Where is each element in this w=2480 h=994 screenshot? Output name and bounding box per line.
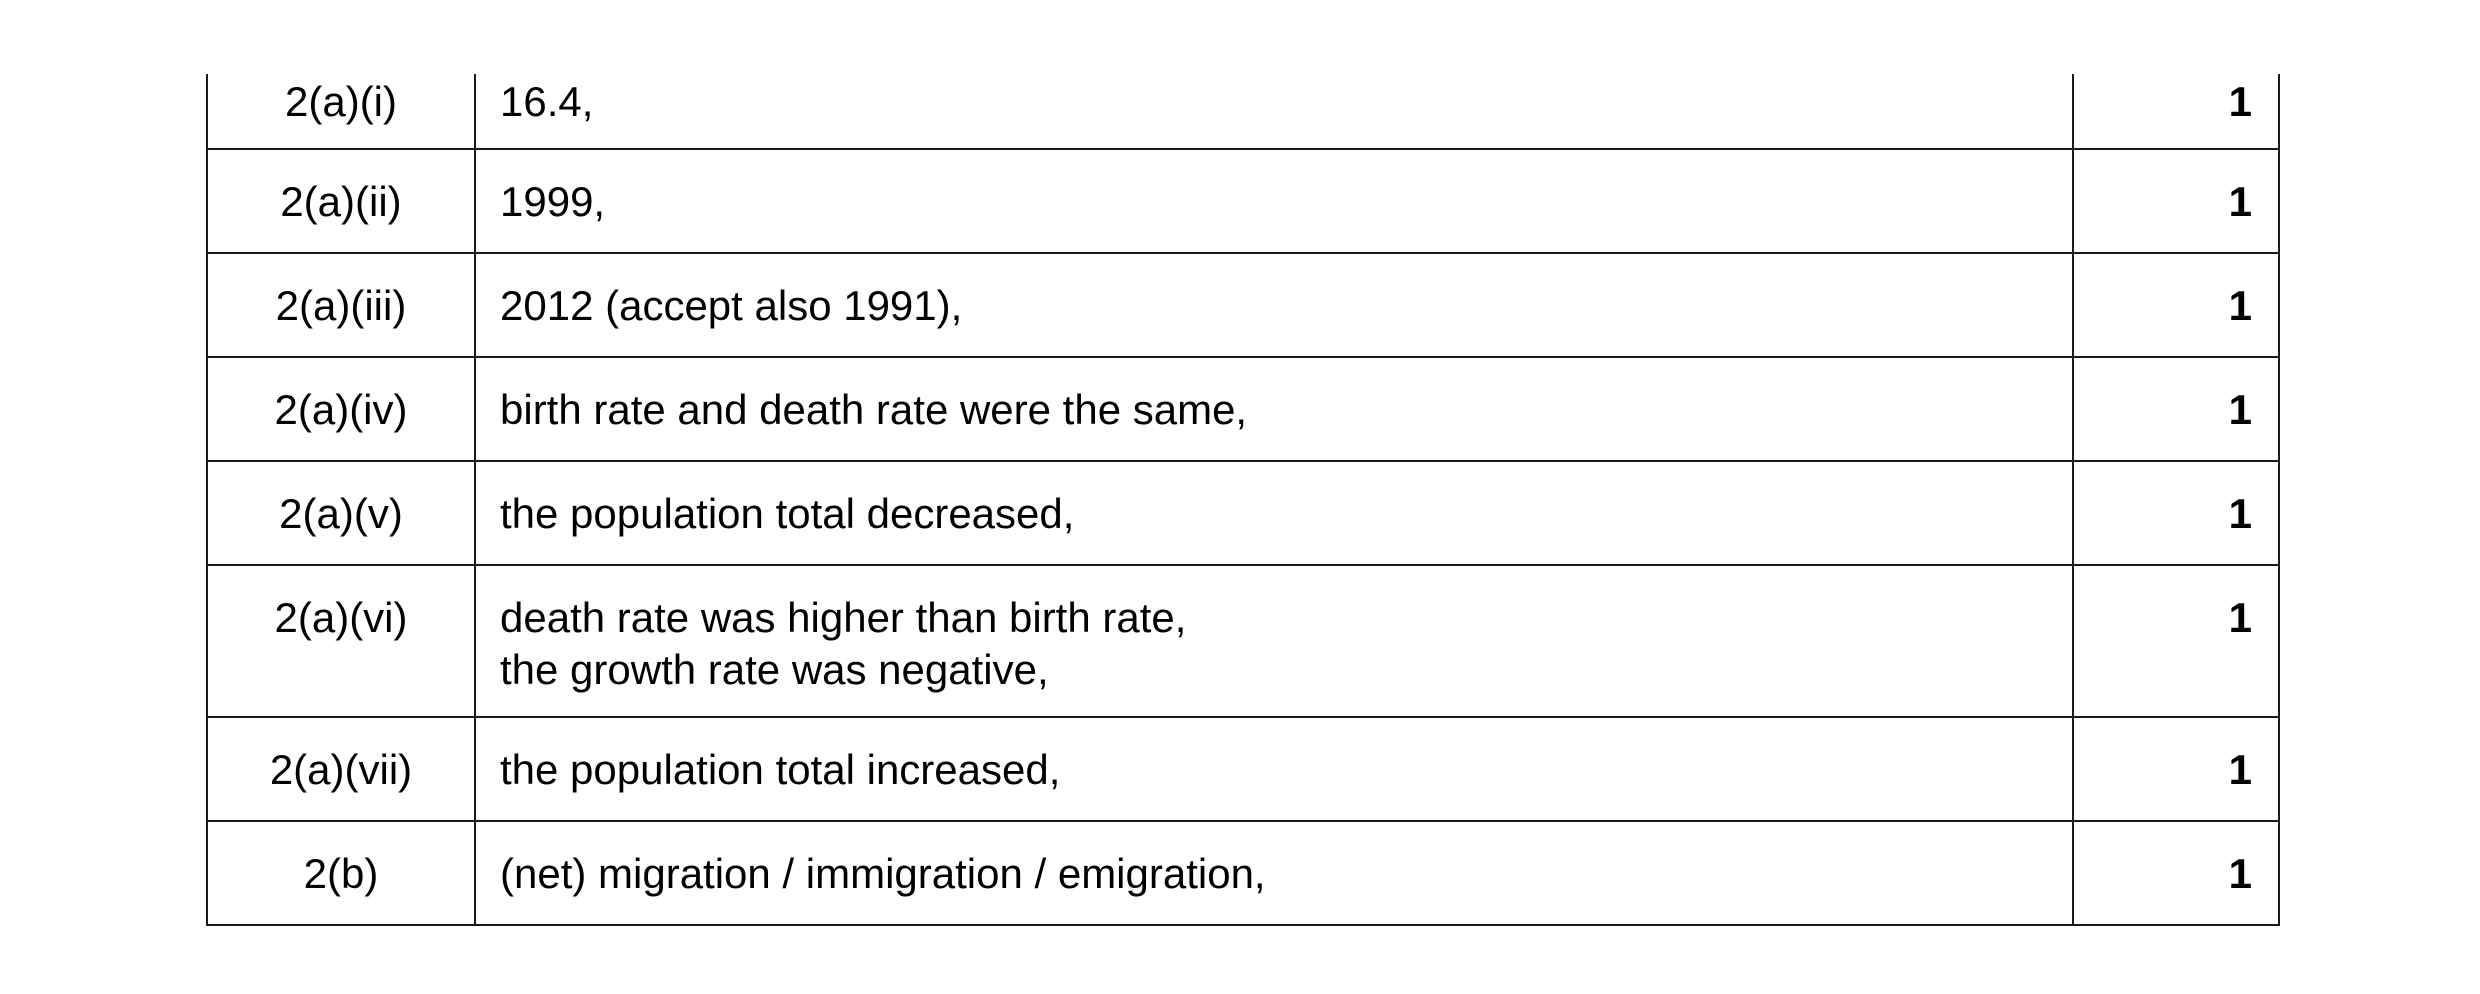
question-number-cell: 2(a)(vii) [206, 716, 476, 822]
answer-cell: death rate was higher than birth rate, th… [474, 564, 2074, 718]
question-number: 2(a)(vi) [274, 594, 408, 641]
answer-text: the growth rate was negative, [500, 646, 1049, 693]
marks-value: 1 [2228, 490, 2252, 537]
answer-cell: 16.4, [474, 74, 2074, 150]
marks-value: 1 [2228, 282, 2252, 329]
question-number: 2(a)(iv) [274, 386, 408, 433]
table-row: 2(a)(iii) 2012 (accept also 1991), 1 [206, 252, 2280, 358]
answer-cell: the population total increased, [474, 716, 2074, 822]
question-number: 2(a)(v) [279, 490, 403, 537]
table-row: 2(a)(iv) birth rate and death rate were … [206, 356, 2280, 462]
answer-cell: the population total decreased, [474, 460, 2074, 566]
question-number-cell: 2(a)(iv) [206, 356, 476, 462]
question-number-cell: 2(a)(vi) [206, 564, 476, 718]
answer-text: birth rate and death rate were the same, [500, 386, 1248, 433]
marks-cell: 1 [2072, 148, 2280, 254]
answer-text: the population total decreased, [500, 490, 1075, 537]
marks-cell: 1 [2072, 564, 2280, 718]
answer-text: 16.4, [500, 78, 594, 125]
answer-text: death rate was higher than birth rate, [500, 594, 1187, 641]
table-row: 2(a)(ii) 1999, 1 [206, 148, 2280, 254]
marks-value: 1 [2228, 746, 2252, 793]
marks-cell: 1 [2072, 74, 2280, 150]
question-number: 2(a)(iii) [275, 282, 407, 329]
answer-cell: birth rate and death rate were the same, [474, 356, 2074, 462]
marks-value: 1 [2228, 78, 2252, 125]
answer-cell: 2012 (accept also 1991), [474, 252, 2074, 358]
mark-scheme-table: 2(a)(i) 16.4, 1 2(a)(ii) 1999, 1 2(a)(ii… [206, 74, 2280, 926]
answer-cell: 1999, [474, 148, 2074, 254]
question-number-cell: 2(b) [206, 820, 476, 926]
question-number: 2(a)(i) [285, 78, 397, 125]
marks-cell: 1 [2072, 460, 2280, 566]
table-row: 2(a)(v) the population total decreased, … [206, 460, 2280, 566]
table-row: 2(a)(vii) the population total increased… [206, 716, 2280, 822]
table-row: 2(b) (net) migration / immigration / emi… [206, 820, 2280, 926]
marks-cell: 1 [2072, 820, 2280, 926]
table-row: 2(a)(i) 16.4, 1 [206, 74, 2280, 150]
answer-text: (net) migration / immigration / emigrati… [500, 850, 1266, 897]
question-number-cell: 2(a)(ii) [206, 148, 476, 254]
answer-text: 2012 (accept also 1991), [500, 282, 963, 329]
question-number: 2(a)(vii) [269, 746, 413, 793]
question-number-cell: 2(a)(iii) [206, 252, 476, 358]
question-number: 2(b) [303, 850, 379, 897]
answer-text: the population total increased, [500, 746, 1061, 793]
question-number-cell: 2(a)(v) [206, 460, 476, 566]
marks-value: 1 [2228, 178, 2252, 225]
marks-cell: 1 [2072, 252, 2280, 358]
answer-cell: (net) migration / immigration / emigrati… [474, 820, 2074, 926]
question-number-cell: 2(a)(i) [206, 74, 476, 150]
marks-cell: 1 [2072, 716, 2280, 822]
marks-value: 1 [2228, 594, 2252, 641]
marks-value: 1 [2228, 850, 2252, 897]
answer-text: 1999, [500, 178, 606, 225]
marks-cell: 1 [2072, 356, 2280, 462]
question-number: 2(a)(ii) [280, 178, 402, 225]
marks-value: 1 [2228, 386, 2252, 433]
table-row: 2(a)(vi) death rate was higher than birt… [206, 564, 2280, 718]
